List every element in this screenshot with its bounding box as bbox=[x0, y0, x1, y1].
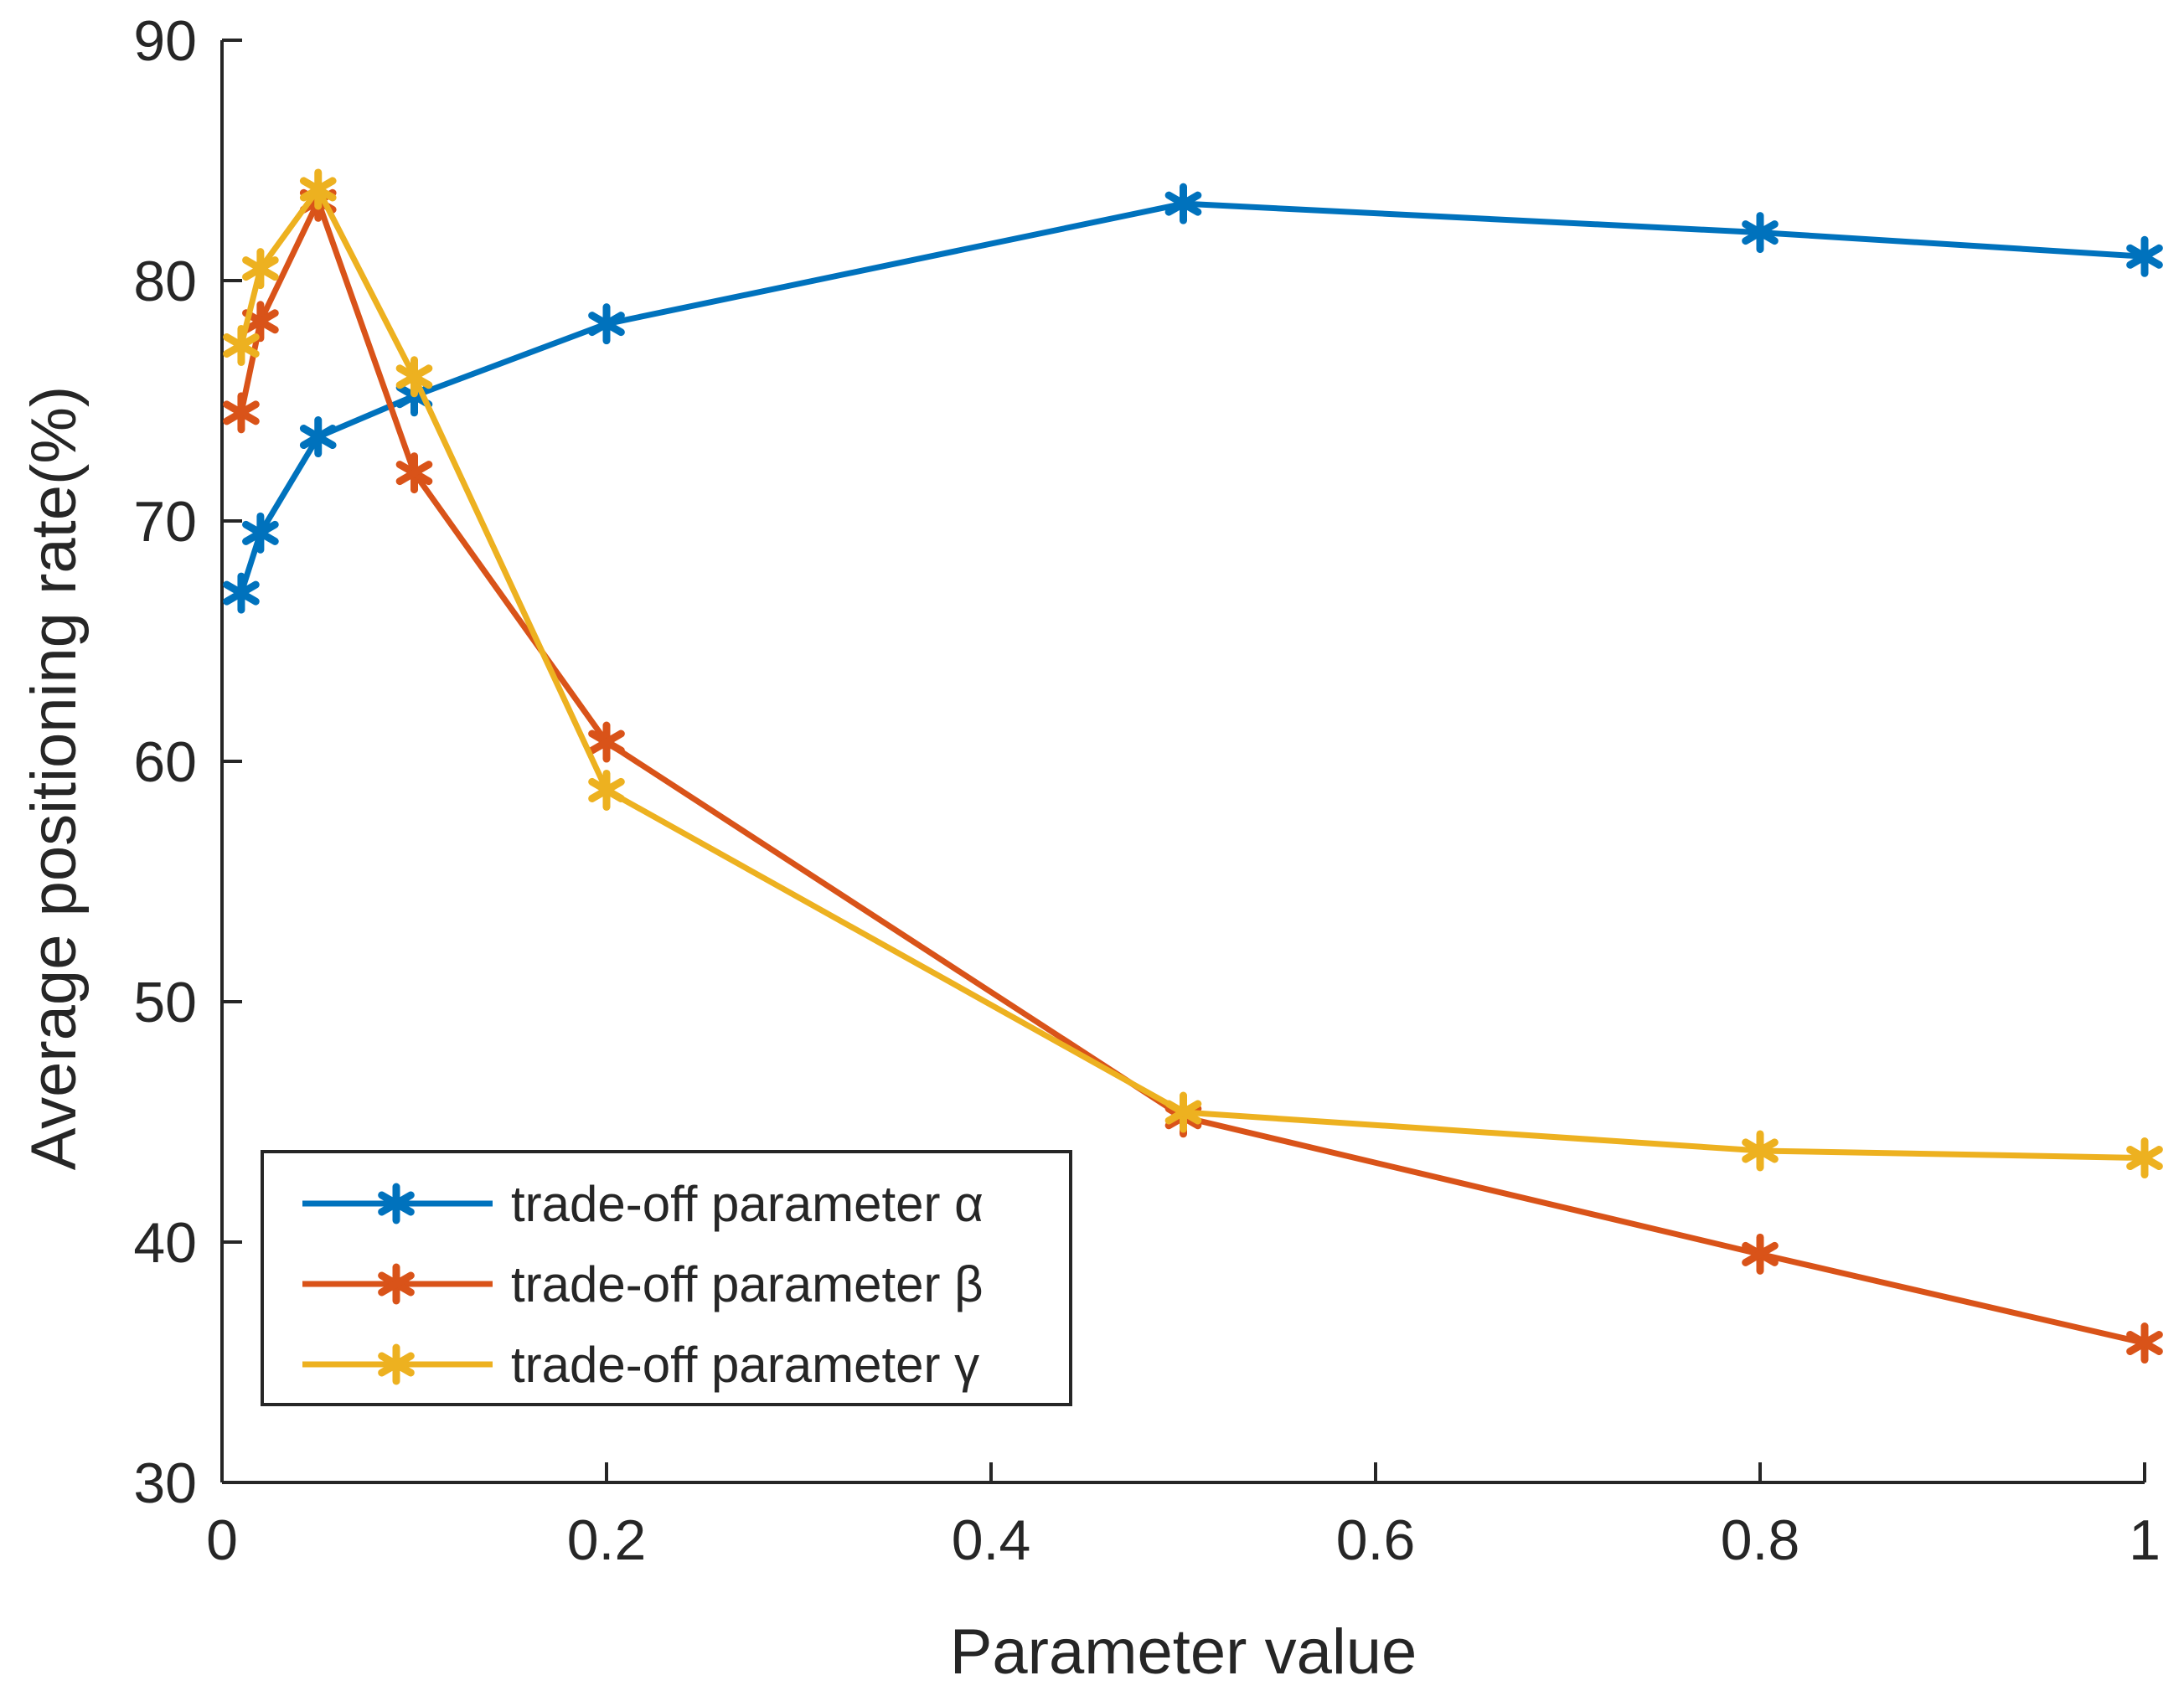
series-group bbox=[223, 168, 2163, 1364]
data-point bbox=[2126, 1137, 2163, 1179]
x-tick-label: 0.8 bbox=[1721, 1508, 1800, 1572]
series-line bbox=[238, 200, 2145, 595]
legend-label: trade-off parameter γ bbox=[511, 1337, 979, 1393]
legend-item: trade-off parameter β bbox=[302, 1256, 984, 1312]
y-tick-label: 60 bbox=[133, 730, 197, 794]
legend-marker bbox=[378, 1263, 415, 1305]
x-tick-label: 0.6 bbox=[1336, 1508, 1416, 1572]
axes: 0 0.2 0.4 0.6 0.8 1 30 40 50 60 70 80 90 bbox=[133, 9, 2161, 1572]
y-tick-label: 30 bbox=[133, 1451, 197, 1515]
x-tick-label: 1 bbox=[2129, 1508, 2161, 1572]
data-point bbox=[1742, 1130, 1779, 1172]
data-point bbox=[395, 356, 433, 398]
series-line bbox=[238, 198, 2145, 1346]
x-tick-label: 0.2 bbox=[567, 1508, 647, 1572]
legend-marker bbox=[378, 1343, 415, 1385]
data-point bbox=[299, 416, 337, 458]
legend-marker bbox=[378, 1183, 415, 1224]
y-tick-label: 70 bbox=[133, 490, 197, 554]
data-point bbox=[588, 721, 625, 763]
data-point bbox=[2126, 1322, 2163, 1364]
data-point bbox=[2126, 235, 2163, 277]
series-1 bbox=[223, 183, 2163, 614]
data-point bbox=[299, 168, 337, 210]
data-point bbox=[395, 452, 433, 494]
data-point bbox=[223, 324, 260, 366]
y-tick-label: 90 bbox=[133, 9, 197, 73]
legend: trade-off parameter α trade-off parameter… bbox=[261, 1150, 1072, 1406]
data-point bbox=[242, 512, 279, 554]
data-point bbox=[223, 392, 260, 434]
data-point bbox=[1164, 1091, 1202, 1133]
legend-label: trade-off parameter α bbox=[511, 1176, 984, 1232]
data-point bbox=[588, 303, 625, 345]
series-3 bbox=[223, 168, 2163, 1179]
data-point bbox=[1164, 183, 1202, 224]
data-point bbox=[1742, 1233, 1779, 1275]
data-point bbox=[1742, 212, 1779, 254]
y-axis-label: Average positioning rate(%) bbox=[18, 386, 90, 1170]
legend-item: trade-off parameter γ bbox=[302, 1337, 979, 1393]
y-ticks: 30 40 50 60 70 80 90 bbox=[133, 9, 242, 1515]
legend-item: trade-off parameter α bbox=[302, 1176, 984, 1232]
x-ticks: 0 0.2 0.4 0.6 0.8 1 bbox=[206, 1462, 2161, 1572]
y-tick-label: 50 bbox=[133, 971, 197, 1034]
data-point bbox=[242, 248, 279, 290]
y-tick-label: 40 bbox=[133, 1211, 197, 1275]
x-tick-label: 0 bbox=[206, 1508, 238, 1572]
legend-label: trade-off parameter β bbox=[511, 1256, 984, 1312]
data-point bbox=[223, 572, 260, 614]
x-axis-label: Parameter value bbox=[950, 1616, 1417, 1688]
legend-items: trade-off parameter α trade-off parameter… bbox=[302, 1176, 984, 1393]
x-tick-label: 0.4 bbox=[952, 1508, 1031, 1572]
series-line bbox=[238, 186, 2145, 1162]
y-tick-label: 80 bbox=[133, 250, 197, 313]
data-point bbox=[588, 769, 625, 811]
